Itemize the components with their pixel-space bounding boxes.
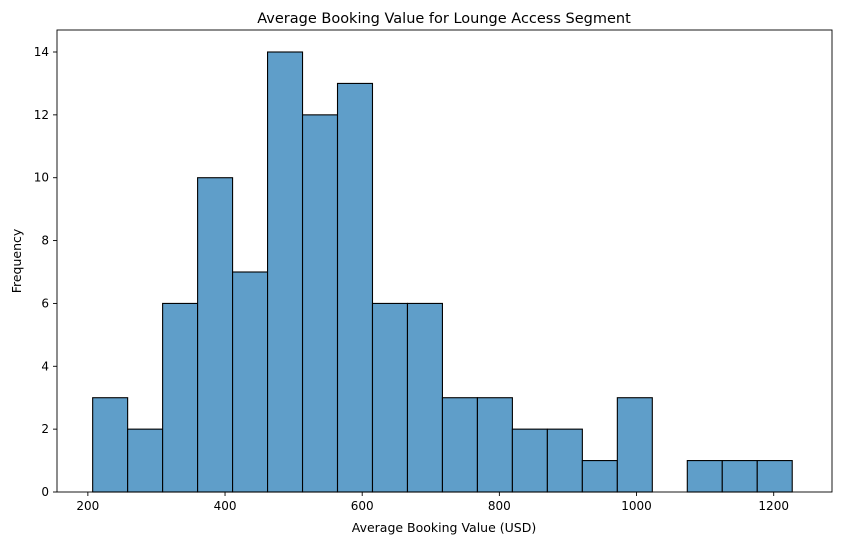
x-tick-label: 800 — [488, 499, 511, 513]
histogram-bar — [476, 397, 513, 493]
histogram-bar — [546, 428, 583, 493]
x-tick-label: 1000 — [621, 499, 652, 513]
histogram-bar — [336, 82, 374, 493]
x-tick-label: 1200 — [758, 499, 789, 513]
histogram-bar — [721, 460, 758, 493]
y-axis-ticks: 0 2 4 6 8 10 12 14 — [34, 45, 57, 499]
y-tick-label: 0 — [41, 485, 49, 499]
histogram-bar — [267, 51, 304, 493]
histogram-bar — [441, 397, 478, 493]
histogram-bar — [371, 302, 409, 493]
plot-frame — [56, 29, 833, 493]
histogram-bar — [616, 397, 653, 493]
histogram-bar — [232, 271, 269, 493]
histogram-bar — [197, 177, 234, 493]
histogram-bar — [406, 302, 443, 493]
histogram-bar — [511, 428, 548, 493]
y-tick-label: 10 — [34, 171, 49, 185]
x-tick-label: 400 — [214, 499, 237, 513]
x-tick-label: 200 — [76, 499, 99, 513]
histogram-bar — [162, 302, 199, 493]
histogram-bar — [127, 428, 164, 493]
histogram-bar — [301, 114, 339, 493]
histogram-bar — [581, 460, 618, 493]
x-axis-title: Average Booking Value (USD) — [352, 520, 536, 535]
y-tick-label: 2 — [41, 422, 49, 436]
histogram-bar — [92, 397, 129, 493]
x-axis-ticks: 200 400 600 800 1000 1200 — [76, 492, 789, 513]
bars-group — [92, 51, 793, 493]
y-tick-label: 14 — [34, 45, 49, 59]
y-axis-title: Frequency — [9, 228, 24, 293]
y-tick-label: 8 — [41, 234, 49, 248]
histogram-bar — [756, 460, 793, 493]
y-tick-label: 4 — [41, 359, 49, 373]
y-tick-label: 6 — [41, 296, 49, 310]
histogram-bar — [686, 460, 723, 493]
x-tick-label: 600 — [351, 499, 374, 513]
chart-title: Average Booking Value for Lounge Access … — [257, 11, 631, 27]
y-tick-label: 12 — [34, 108, 49, 122]
